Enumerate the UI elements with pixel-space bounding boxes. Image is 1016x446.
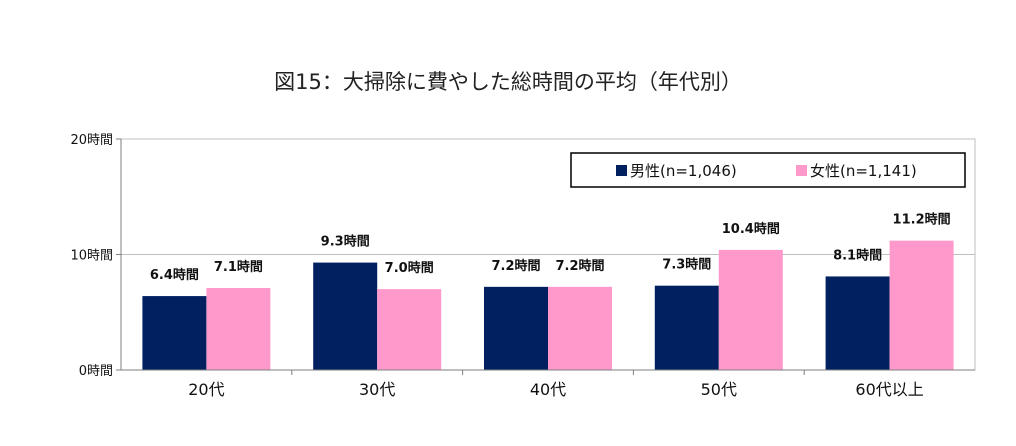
data-label: 7.3時間 — [662, 257, 711, 273]
bar-female — [718, 249, 783, 370]
legend-label: 男性(n=1,046) — [630, 162, 737, 180]
bar-male — [825, 276, 890, 370]
legend-swatch — [616, 165, 627, 176]
x-category-label: 60代以上 — [855, 380, 923, 399]
bars — [142, 240, 954, 370]
chart-title: 図15：大掃除に費やした総時間の平均（年代別） — [274, 70, 742, 94]
legend-label: 女性(n=1,141) — [810, 162, 917, 180]
bar-male — [484, 286, 548, 370]
x-category-label: 40代 — [530, 380, 566, 399]
x-category-label: 30代 — [359, 380, 395, 399]
data-label: 7.0時間 — [385, 260, 434, 276]
bar-male — [313, 262, 378, 370]
bar-male — [654, 285, 719, 370]
data-label: 7.1時間 — [214, 259, 263, 275]
x-category-label: 50代 — [701, 380, 737, 399]
bar-female — [206, 287, 271, 370]
bar-female — [377, 289, 442, 370]
y-tick-label: 10時間 — [70, 249, 113, 264]
x-category-label: 20代 — [188, 380, 224, 399]
data-labels: 6.4時間 7.1時間 9.3時間 7.0時間 7.2時間 7.2時間 7.3時間 10.4時… — [150, 212, 951, 283]
bar-female — [889, 240, 954, 370]
y-tick-label: 0時間 — [79, 364, 113, 379]
data-label: 6.4時間 — [150, 267, 199, 283]
legend-box — [570, 152, 966, 188]
bar-female — [548, 286, 612, 370]
data-label: 7.2時間 — [555, 258, 604, 274]
legend: 男性(n=1,046) 女性(n=1,141) — [570, 152, 966, 188]
data-label: 8.1時間 — [833, 247, 882, 263]
data-label: 11.2時間 — [893, 212, 951, 228]
data-label: 10.4時間 — [722, 221, 780, 237]
axes: 0時間 10時間 20時間 20代 30代 40代 50代 60代以上 — [70, 133, 975, 399]
legend-swatch — [796, 165, 807, 176]
data-label: 7.2時間 — [491, 258, 540, 274]
data-label: 9.3時間 — [321, 234, 370, 250]
bar-male — [142, 296, 207, 370]
y-tick-label: 20時間 — [70, 133, 113, 148]
